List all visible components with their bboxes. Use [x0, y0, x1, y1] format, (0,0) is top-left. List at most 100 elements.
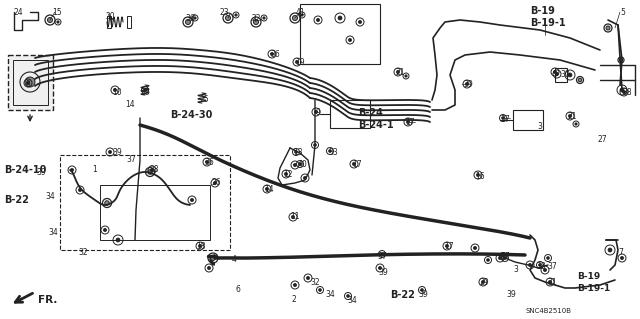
Text: 3: 3	[537, 122, 542, 131]
Circle shape	[205, 160, 209, 164]
Text: 33: 33	[328, 148, 338, 157]
Text: 34: 34	[347, 296, 356, 305]
Text: 10: 10	[112, 88, 122, 97]
Circle shape	[504, 256, 506, 259]
Circle shape	[420, 289, 424, 291]
Circle shape	[70, 168, 74, 172]
Text: 36: 36	[185, 14, 195, 23]
Circle shape	[105, 201, 109, 205]
Text: 31: 31	[547, 278, 557, 287]
Text: 14: 14	[264, 185, 274, 194]
Text: 15: 15	[52, 8, 61, 17]
Circle shape	[108, 150, 111, 154]
Circle shape	[476, 174, 479, 177]
Circle shape	[547, 256, 549, 259]
Text: 32: 32	[78, 248, 88, 257]
Text: 37: 37	[547, 262, 557, 271]
Text: 14: 14	[125, 100, 134, 109]
Circle shape	[301, 14, 303, 16]
Text: B-24-30: B-24-30	[170, 110, 212, 120]
Text: 21: 21	[567, 112, 577, 121]
Text: 19: 19	[295, 58, 305, 67]
Circle shape	[150, 168, 154, 172]
Text: 21: 21	[395, 68, 404, 77]
Bar	[107, 16, 111, 28]
Text: 39: 39	[463, 80, 473, 89]
Text: 13: 13	[293, 148, 303, 157]
Bar	[60, 155, 230, 250]
Circle shape	[502, 117, 504, 119]
Bar	[513, 110, 543, 130]
Circle shape	[620, 58, 623, 62]
Circle shape	[194, 17, 196, 19]
Bar	[555, 68, 567, 82]
Circle shape	[296, 60, 299, 63]
Circle shape	[548, 280, 552, 284]
Circle shape	[57, 21, 60, 23]
Circle shape	[143, 89, 147, 92]
Circle shape	[316, 19, 319, 22]
Circle shape	[186, 19, 191, 25]
Text: 39: 39	[112, 148, 122, 157]
Circle shape	[47, 18, 52, 23]
Circle shape	[284, 172, 287, 175]
Circle shape	[529, 263, 532, 267]
Text: B-19: B-19	[530, 6, 555, 16]
Text: B-19-1: B-19-1	[577, 284, 611, 293]
Text: 26: 26	[212, 178, 221, 187]
Circle shape	[25, 77, 35, 87]
Circle shape	[396, 70, 399, 74]
Text: 36: 36	[204, 158, 214, 167]
Text: B-19-1: B-19-1	[530, 18, 566, 28]
Text: 37: 37	[126, 155, 136, 164]
Text: B-24: B-24	[358, 108, 383, 118]
Circle shape	[481, 280, 484, 284]
Text: 37: 37	[377, 252, 387, 261]
Circle shape	[622, 90, 626, 93]
Text: 23: 23	[220, 8, 230, 17]
Circle shape	[294, 151, 298, 153]
Circle shape	[79, 189, 82, 192]
Text: 28: 28	[150, 165, 159, 174]
Circle shape	[579, 78, 582, 82]
Circle shape	[378, 266, 381, 270]
Circle shape	[543, 268, 547, 271]
Circle shape	[116, 238, 120, 242]
Circle shape	[207, 266, 211, 270]
Text: 37: 37	[500, 115, 509, 124]
Circle shape	[575, 123, 577, 125]
Text: 37: 37	[500, 252, 509, 261]
Text: 40: 40	[298, 160, 308, 169]
Text: 17: 17	[444, 242, 454, 251]
Circle shape	[556, 72, 559, 76]
Circle shape	[198, 244, 202, 248]
Circle shape	[445, 244, 449, 248]
Text: 2: 2	[292, 295, 297, 304]
Circle shape	[225, 16, 230, 20]
Circle shape	[213, 182, 216, 185]
Circle shape	[358, 20, 362, 24]
Circle shape	[539, 263, 541, 266]
Text: 27: 27	[597, 135, 607, 144]
Circle shape	[568, 115, 572, 118]
Bar	[127, 16, 131, 28]
Circle shape	[328, 150, 332, 152]
Text: 35: 35	[140, 88, 150, 97]
Circle shape	[348, 38, 351, 41]
Text: 25: 25	[200, 95, 210, 104]
Text: 30: 30	[560, 70, 570, 79]
Text: 22: 22	[252, 14, 262, 23]
Text: 39: 39	[506, 290, 516, 299]
Circle shape	[293, 163, 296, 167]
Circle shape	[307, 276, 310, 279]
Text: 8: 8	[26, 80, 31, 89]
Bar	[8, 55, 53, 110]
Circle shape	[253, 19, 259, 25]
Text: 1: 1	[92, 165, 97, 174]
Circle shape	[486, 259, 490, 261]
Text: 17: 17	[405, 118, 415, 127]
Bar	[300, 4, 380, 64]
Text: 16: 16	[475, 172, 484, 181]
Text: 20: 20	[105, 12, 115, 21]
Circle shape	[191, 198, 193, 202]
